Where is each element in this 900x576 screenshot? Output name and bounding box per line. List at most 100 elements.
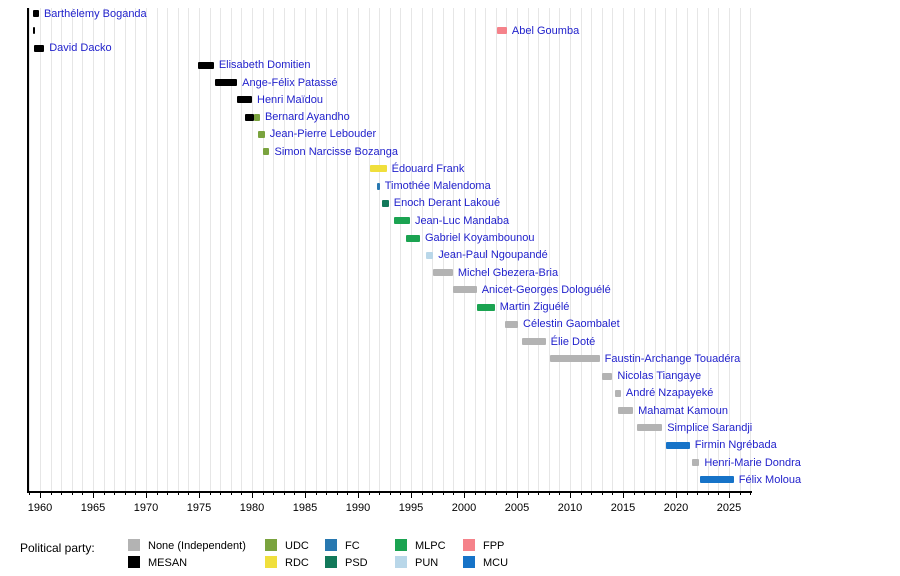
year-gridline <box>71 8 73 492</box>
term-bar <box>425 251 434 259</box>
x-axis-major-tick <box>199 492 200 498</box>
person-name-link[interactable]: Faustin-Archange Touadéra <box>604 352 741 365</box>
term-bar <box>33 10 39 17</box>
year-gridline <box>220 8 222 492</box>
person-name-link[interactable]: Bernard Ayandho <box>264 111 350 124</box>
person-name-link[interactable]: Édouard Frank <box>391 162 465 175</box>
term-bar <box>394 217 410 225</box>
year-gridline <box>315 8 317 492</box>
x-axis-minor-tick <box>82 492 84 495</box>
person-name-link[interactable]: Martin Ziguélé <box>499 301 570 314</box>
x-axis-tick-label: 1960 <box>27 502 53 514</box>
year-gridline <box>411 8 412 492</box>
person-name-link[interactable]: David Dacko <box>49 42 112 55</box>
person-name-link[interactable]: Henri-Marie Dondra <box>704 456 801 469</box>
year-gridline <box>718 8 720 492</box>
term-bar <box>263 148 270 156</box>
x-axis-minor-tick <box>538 492 540 495</box>
person-name-link[interactable]: Timothée Malendoma <box>384 180 491 193</box>
term-bar <box>665 441 690 449</box>
x-axis-minor-tick <box>612 492 614 495</box>
person-name-link[interactable]: Nicolas Tiangaye <box>617 370 702 383</box>
legend-swatch-mlpc <box>395 539 407 551</box>
year-gridline <box>633 8 635 492</box>
y-axis-line <box>27 8 29 492</box>
year-gridline <box>326 8 328 492</box>
person-name-link[interactable]: Michel Gbezera-Bria <box>457 266 559 279</box>
term-bar <box>505 320 519 328</box>
person-name-link[interactable]: Simplice Sarandji <box>667 421 753 434</box>
person-name-link[interactable]: Abel Goumba <box>511 24 580 37</box>
person-name-link[interactable]: Félix Moloua <box>738 473 802 486</box>
person-name-link[interactable]: Gabriel Koyambounou <box>425 232 535 244</box>
person-name-link[interactable]: Jean-Pierre Lebouder <box>269 128 377 141</box>
year-gridline <box>750 8 752 492</box>
term-bar <box>369 165 387 173</box>
year-gridline <box>252 8 253 492</box>
x-axis-minor-tick <box>718 492 720 495</box>
year-gridline <box>167 8 169 492</box>
x-axis-minor-tick <box>124 492 126 495</box>
x-axis-minor-tick <box>283 492 285 495</box>
year-gridline <box>188 8 190 492</box>
term-bar <box>614 389 621 397</box>
year-gridline <box>29 8 31 492</box>
x-axis-tick-label: 2015 <box>610 502 636 514</box>
term-bar <box>453 286 477 294</box>
person-name-link[interactable]: Enoch Derant Lakoué <box>393 197 501 210</box>
term-bar <box>432 269 453 277</box>
x-axis-minor-tick <box>61 492 63 495</box>
person-name-link[interactable]: Henri Maïdou <box>257 93 324 106</box>
person-name-link[interactable]: Jean-Luc Mandaba <box>414 214 510 227</box>
year-gridline <box>580 8 582 492</box>
x-axis-minor-tick <box>506 492 508 495</box>
year-gridline <box>273 8 275 492</box>
year-gridline <box>336 8 338 492</box>
year-gridline <box>368 8 370 492</box>
x-axis-minor-tick <box>750 492 752 495</box>
x-axis-minor-tick <box>495 492 497 495</box>
person-name-link[interactable]: Elisabeth Domitien <box>218 59 311 72</box>
x-axis-minor-tick <box>167 492 169 495</box>
person-name-link[interactable]: Mahamat Kamoun <box>638 404 728 417</box>
legend-label-mesan: MESAN <box>148 557 188 569</box>
legend-swatch-mcu <box>463 556 475 568</box>
term-bar <box>254 113 260 121</box>
x-axis-minor-tick <box>739 492 741 495</box>
term-bar <box>405 234 420 242</box>
year-gridline <box>50 8 52 492</box>
x-axis-tick-label: 1975 <box>186 502 212 514</box>
person-name-link[interactable]: Firmin Ngrébada <box>694 439 777 452</box>
x-axis-tick-label: 1990 <box>345 502 371 514</box>
person-name-link[interactable]: Barthélemy Boganda <box>43 7 147 20</box>
person-name-link[interactable]: Élie Doté <box>550 335 596 348</box>
term-bar <box>381 199 389 207</box>
person-name-link[interactable]: Jean-Paul Ngoupandé <box>438 249 548 262</box>
year-gridline <box>379 8 381 492</box>
year-gridline <box>474 8 476 492</box>
year-gridline <box>644 8 646 492</box>
person-name-link[interactable]: André Nzapayeké <box>625 387 714 400</box>
term-bar <box>700 476 734 484</box>
year-gridline <box>485 8 487 492</box>
person-name-link[interactable]: Simon Narcisse Bozanga <box>274 145 398 158</box>
term-bar <box>601 372 613 380</box>
year-gridline <box>464 8 465 492</box>
year-gridline <box>442 8 444 492</box>
person-name-link[interactable]: Ange-Félix Patassé <box>242 76 338 89</box>
year-gridline <box>517 8 518 492</box>
year-gridline <box>495 8 497 492</box>
x-axis-minor-tick <box>71 492 73 495</box>
person-name-link[interactable]: Célestin Gaombalet <box>523 318 620 331</box>
year-gridline <box>262 8 264 492</box>
year-gridline <box>697 8 699 492</box>
term-bar <box>377 182 380 190</box>
year-gridline <box>559 8 561 492</box>
x-axis-major-tick <box>676 492 677 498</box>
year-gridline <box>93 8 94 492</box>
x-axis-minor-tick <box>230 492 232 495</box>
person-name-link[interactable]: Anicet-Georges Dologuélé <box>481 283 611 296</box>
x-axis-major-tick <box>252 492 253 498</box>
term-bar <box>636 424 663 432</box>
x-axis-minor-tick <box>580 492 582 495</box>
